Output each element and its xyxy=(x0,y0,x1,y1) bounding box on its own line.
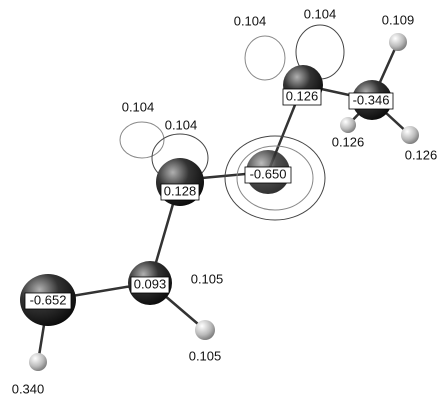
charge-label: 0.105 xyxy=(189,348,222,363)
charge-label: 0.104 xyxy=(234,13,267,28)
charge-label: -0.652 xyxy=(30,292,67,307)
charge-label: 0.104 xyxy=(304,6,337,21)
labels: 0.104 0.104 0.109 0.126 -0.346 0.126 0.1… xyxy=(12,6,438,396)
charge-label: -0.346 xyxy=(353,92,390,107)
orbital-meshes xyxy=(120,25,344,220)
charge-label: 0.104 xyxy=(122,99,155,114)
charge-label: -0.650 xyxy=(250,166,287,181)
bonds xyxy=(38,42,410,362)
charge-label: 0.105 xyxy=(191,271,224,286)
charge-label: 0.126 xyxy=(405,147,438,162)
charge-label: 0.093 xyxy=(134,276,167,291)
charge-label: 0.126 xyxy=(286,88,319,103)
atoms xyxy=(20,33,419,371)
charge-label: 0.104 xyxy=(165,117,198,132)
molecule-diagram: 0.104 0.104 0.109 0.126 -0.346 0.126 0.1… xyxy=(0,0,446,399)
charge-label: 0.340 xyxy=(12,381,45,396)
charge-label: 0.126 xyxy=(332,134,365,149)
charge-label: 0.109 xyxy=(382,12,415,27)
charge-label: 0.128 xyxy=(164,183,197,198)
